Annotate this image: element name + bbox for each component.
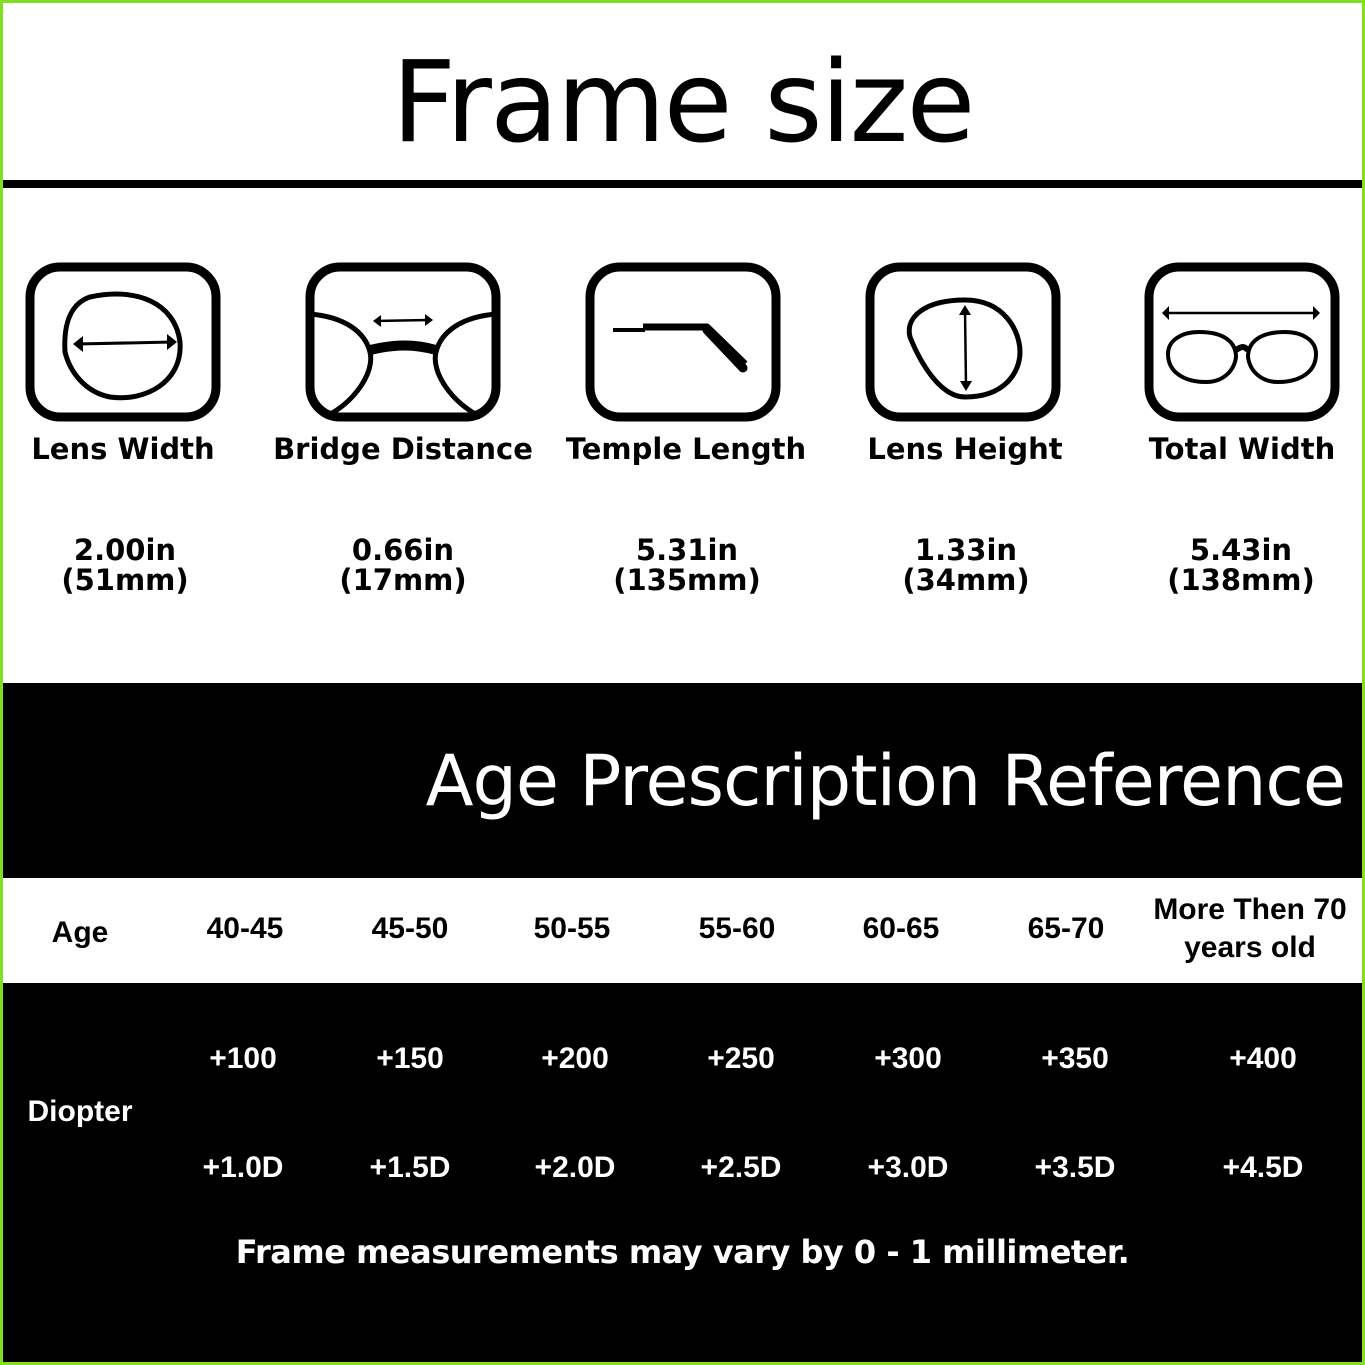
diopter-cell: +400 <box>1229 1042 1297 1075</box>
age-cell: 45-50 <box>371 912 449 945</box>
age-cell: 50-55 <box>533 912 611 945</box>
label-total-width: Total Width <box>1148 432 1336 466</box>
diopter-cell: +100 <box>209 1042 277 1075</box>
diopter-d-cell: +2.5D <box>700 1151 782 1184</box>
age-cell: More Then 70 years old <box>1153 893 1347 964</box>
label-temple-length: Temple Length <box>565 432 807 466</box>
age-cell: 55-60 <box>698 912 776 945</box>
metric-lens-width: (51mm) <box>61 563 189 597</box>
diopter-cell: +150 <box>376 1042 444 1075</box>
label-bridge-distance: Bridge Distance <box>273 432 533 466</box>
divider <box>3 180 1362 188</box>
diopter-d-cell: +4.5D <box>1222 1151 1304 1184</box>
diopter-band <box>3 983 1362 1362</box>
section-title: Age Prescription Reference <box>425 740 1346 822</box>
age-cell: 60-65 <box>862 912 940 945</box>
diopter-d-cell: +3.0D <box>867 1151 949 1184</box>
label-lens-height: Lens Height <box>867 432 1063 466</box>
diopter-cell: +350 <box>1041 1042 1109 1075</box>
total-width-icon <box>1144 262 1340 422</box>
temple-length-icon <box>585 262 781 422</box>
diopter-label: Diopter <box>27 1095 133 1128</box>
age-cell: 65-70 <box>1027 912 1105 945</box>
section-header-band <box>3 683 1362 878</box>
diopter-d-cell: +2.0D <box>534 1151 616 1184</box>
diopter-d-cell: +1.5D <box>369 1151 451 1184</box>
page-title: Frame size <box>391 38 976 168</box>
metric-temple-length: (135mm) <box>613 563 761 597</box>
bridge-distance-icon <box>305 262 501 422</box>
value-bridge-distance: 0.66in <box>351 533 455 567</box>
metric-total-width: (138mm) <box>1167 563 1315 597</box>
age-cell: 40-45 <box>206 912 284 945</box>
value-lens-width: 2.00in <box>73 533 177 567</box>
diopter-d-cell: +1.0D <box>202 1151 284 1184</box>
diopter-cell: +200 <box>541 1042 609 1075</box>
age-label: Age <box>51 916 109 949</box>
footnote: Frame measurements may vary by 0 - 1 mil… <box>235 1233 1130 1271</box>
value-temple-length: 5.31in <box>635 533 739 567</box>
metric-bridge-distance: (17mm) <box>339 563 467 597</box>
metric-lens-height: (34mm) <box>902 563 1030 597</box>
diopter-d-cell: +3.5D <box>1034 1151 1116 1184</box>
diopter-cell: +250 <box>707 1042 775 1075</box>
label-lens-width: Lens Width <box>31 432 215 466</box>
value-total-width: 5.43in <box>1189 533 1293 567</box>
diopter-cell: +300 <box>874 1042 942 1075</box>
lens-width-icon <box>25 262 221 422</box>
value-lens-height: 1.33in <box>914 533 1018 567</box>
lens-height-icon <box>865 262 1061 422</box>
